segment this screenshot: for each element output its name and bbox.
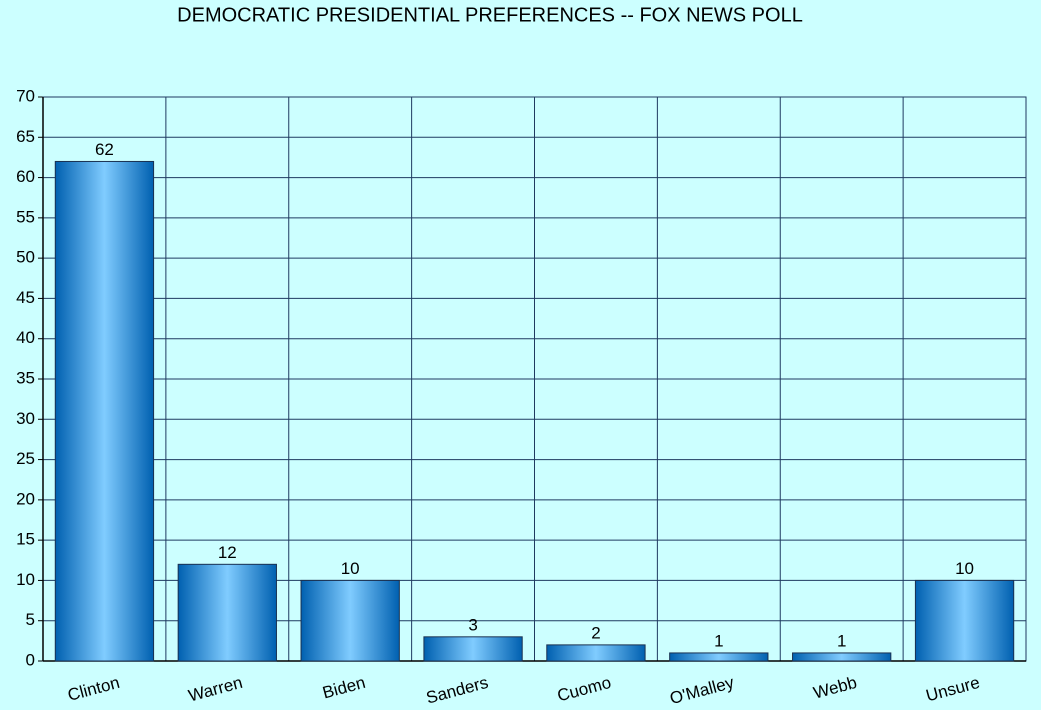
bar — [54, 160, 155, 662]
y-tick-label: 0 — [26, 650, 35, 669]
bar — [423, 636, 523, 662]
y-tick-label: 35 — [16, 368, 35, 387]
data-label: 3 — [468, 615, 477, 634]
y-tick-label: 65 — [16, 127, 35, 146]
data-label: 12 — [218, 543, 237, 562]
y-tick-label: 50 — [16, 248, 35, 267]
data-label: 10 — [341, 559, 360, 578]
bar — [914, 579, 1015, 662]
y-tick-label: 5 — [26, 610, 35, 629]
bar — [300, 579, 400, 662]
y-tick-label: 15 — [16, 530, 35, 549]
y-tick-label: 60 — [16, 167, 35, 186]
bar — [546, 644, 646, 662]
bar — [669, 652, 769, 662]
y-tick-label: 45 — [16, 288, 35, 307]
data-label: 62 — [95, 140, 114, 159]
bar — [177, 563, 277, 662]
y-tick-label: 10 — [16, 570, 35, 589]
y-tick-label: 30 — [16, 409, 35, 428]
data-label: 1 — [837, 631, 846, 650]
y-tick-label: 40 — [16, 328, 35, 347]
bar — [792, 652, 892, 662]
y-tick-label: 70 — [16, 86, 35, 105]
y-tick-label: 25 — [16, 449, 35, 468]
data-label: 1 — [714, 631, 723, 650]
chart-title: DEMOCRATIC PRESIDENTIAL PREFERENCES -- F… — [177, 4, 803, 26]
data-label: 2 — [591, 623, 600, 642]
data-label: 10 — [955, 559, 974, 578]
y-tick-label: 55 — [16, 207, 35, 226]
y-tick-label: 20 — [16, 489, 35, 508]
